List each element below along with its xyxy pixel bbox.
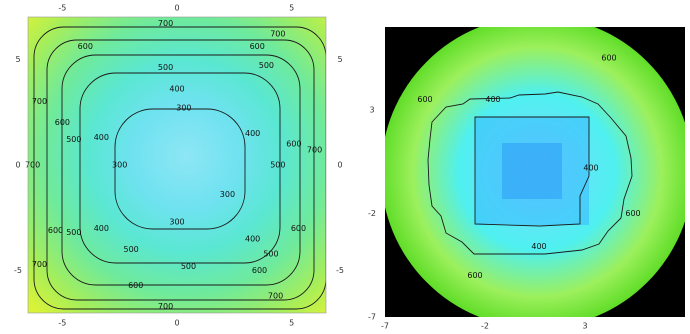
contour-line-400 [474,116,590,227]
contour-label: 600 [250,42,265,51]
y-tick-label-right: 0 [337,161,342,170]
y-tick-label: 3 [369,105,374,114]
contour-label: 400 [531,242,546,251]
contour-label: 600 [252,266,267,275]
x-tick-label-bottom: -5 [58,319,66,328]
x-tick-label: -7 [381,322,389,331]
contour-label: 700 [268,292,283,301]
contour-label: 700 [32,260,47,269]
y-tick-label: -7 [368,313,376,322]
contour-label: 600 [467,271,482,280]
y-tick-label-left: 5 [15,55,20,64]
contour-label: 600 [291,224,306,233]
y-tick-label-left: 0 [15,161,20,170]
contour-label: 300 [112,161,127,170]
contour-label: 700 [270,29,285,38]
left-plot-frame [27,16,327,314]
contour-label: 600 [417,95,432,104]
y-tick-label-right: 5 [337,55,342,64]
x-tick-label: 3 [582,322,587,331]
contour-label: 600 [601,54,616,63]
contour-label: 600 [78,42,93,51]
contour-label: 400 [94,133,109,142]
contour-label: 600 [128,281,143,290]
contour-label: 500 [270,161,285,170]
center-block-inner [502,143,562,199]
contour-label: 500 [66,228,81,237]
contour-label: 600 [286,139,301,148]
x-tick-label: -2 [481,322,489,331]
contour-label: 500 [158,63,173,72]
x-tick-label-top: -5 [58,4,66,13]
y-tick-label: -2 [368,209,376,218]
contour-label: 700 [158,19,173,28]
contour-label: 700 [32,97,47,106]
contour-label: 700 [25,161,40,170]
contour-label: 700 [158,302,173,311]
contour-label: 500 [259,61,274,70]
contour-label: 500 [66,135,81,144]
contour-label: 600 [625,209,640,218]
contour-label: 400 [169,84,184,93]
contour-line-600 [427,91,633,255]
contour-label: 400 [583,163,598,172]
right-contour-panel: 600 400 600 400 600 400 600 -7 -2 3 3 -2 -7 [368,27,685,331]
contour-label: 600 [48,226,63,235]
y-tick-label-left: -5 [14,266,22,275]
x-tick-label-bottom: 5 [289,319,294,328]
contour-line-600 [46,39,315,301]
contour-label: 300 [220,190,235,199]
left-color-field [28,17,326,313]
contour-line-400 [79,72,281,264]
x-tick-label-top: 5 [289,4,294,13]
x-tick-label-bottom: 0 [174,319,179,328]
contour-label: 700 [307,146,322,155]
contour-line-300 [114,108,246,230]
contour-label: 300 [176,103,191,112]
contour-label: 500 [124,245,139,254]
contour-label: 400 [94,224,109,233]
contour-label: 500 [263,249,278,258]
contour-label: 400 [245,235,260,244]
y-tick-label-right: -5 [336,266,344,275]
contour-label: 400 [245,129,260,138]
contour-line-500 [61,54,301,286]
contour-label: 500 [181,262,196,271]
contour-line-700 [33,26,326,310]
contour-label: 300 [169,218,184,227]
x-tick-label-top: 0 [174,4,179,13]
contour-label: 400 [485,95,500,104]
contour-label: 600 [55,118,70,127]
